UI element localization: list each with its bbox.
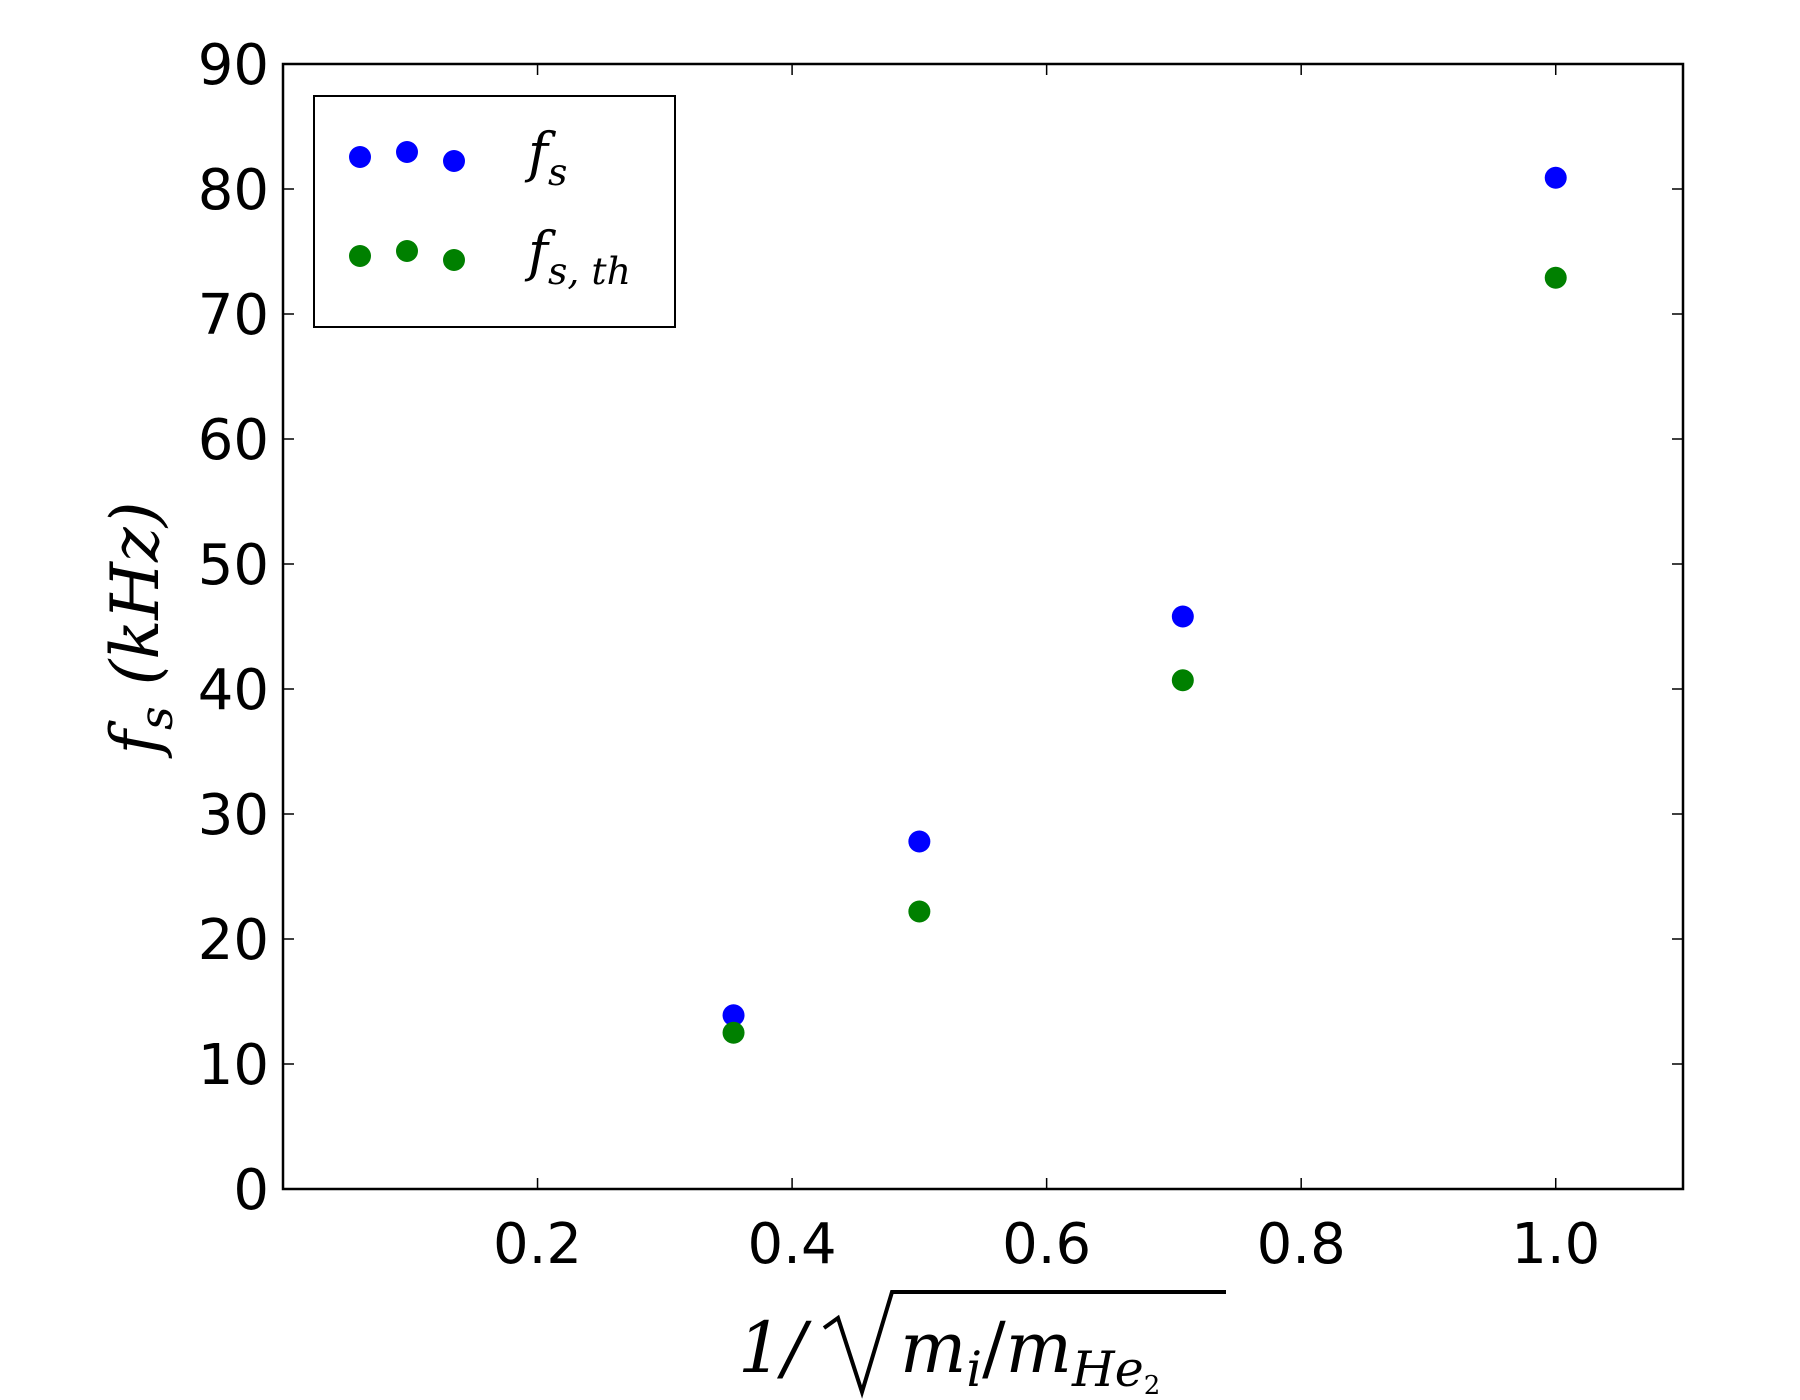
y-axis-unit: (kHz) bbox=[97, 502, 174, 707]
x-axis-label-base: 1/ bbox=[738, 1307, 813, 1389]
y-tick-label: 40 bbox=[198, 658, 269, 723]
legend-marker bbox=[396, 141, 418, 163]
y-tick-label: 70 bbox=[198, 283, 269, 348]
data-point-fs bbox=[1171, 605, 1194, 628]
data-point-fs bbox=[1544, 166, 1567, 189]
legend-marker bbox=[396, 240, 418, 262]
data-point-fs-th bbox=[722, 1021, 745, 1044]
y-tick-label: 60 bbox=[198, 408, 269, 473]
y-tick-label: 80 bbox=[198, 158, 269, 223]
data-point-fs bbox=[722, 1004, 745, 1027]
x-axis-sub-2: 2 bbox=[1144, 1371, 1161, 1400]
data-point-fs bbox=[908, 830, 931, 853]
legend-marker bbox=[443, 249, 465, 271]
x-axis-m2: m bbox=[1006, 1307, 1072, 1389]
x-axis-radical-sign bbox=[822, 1290, 1226, 1399]
data-point-fs-th bbox=[908, 900, 931, 923]
y-tick-label: 20 bbox=[198, 908, 269, 973]
x-tick-label: 0.6 bbox=[1002, 1212, 1091, 1277]
y-tick-label: 0 bbox=[233, 1158, 269, 1223]
x-axis-sub-i: i bbox=[966, 1341, 982, 1398]
y-tick-label: 30 bbox=[198, 783, 269, 848]
x-axis-slash: / bbox=[982, 1307, 1006, 1389]
legend-marker bbox=[443, 150, 465, 172]
y-tick-label: 10 bbox=[198, 1033, 269, 1098]
legend-box bbox=[313, 95, 676, 328]
x-tick-label: 0.2 bbox=[493, 1212, 582, 1277]
legend-marker bbox=[349, 146, 371, 168]
y-axis-subscript: s bbox=[129, 706, 183, 730]
data-point-fs-th bbox=[1171, 669, 1194, 692]
y-tick-label: 90 bbox=[198, 33, 269, 98]
legend-marker bbox=[349, 245, 371, 267]
x-axis-sub-he: He bbox=[1071, 1341, 1144, 1398]
y-axis-label: fs (kHz) bbox=[97, 502, 183, 760]
legend-subscript: s bbox=[548, 150, 567, 194]
x-axis-m: m bbox=[900, 1307, 966, 1389]
y-tick-label: 50 bbox=[198, 533, 269, 598]
x-tick-label: 1.0 bbox=[1511, 1212, 1600, 1277]
plot-layer: 0.2 0.4 0.6 0.8 1.00102030405060708090fsfs, … bbox=[97, 33, 1685, 1400]
data-point-fs-th bbox=[1544, 266, 1567, 289]
x-tick-label: 0.4 bbox=[748, 1212, 837, 1277]
x-axis-label-radicand: mi/mHe2 bbox=[900, 1307, 1160, 1400]
legend-subscript: s, th bbox=[548, 249, 631, 293]
legend-entry-label: fs, th bbox=[524, 220, 631, 293]
plot-frame bbox=[281, 62, 1685, 1191]
x-tick-label: 0.8 bbox=[1257, 1212, 1346, 1277]
